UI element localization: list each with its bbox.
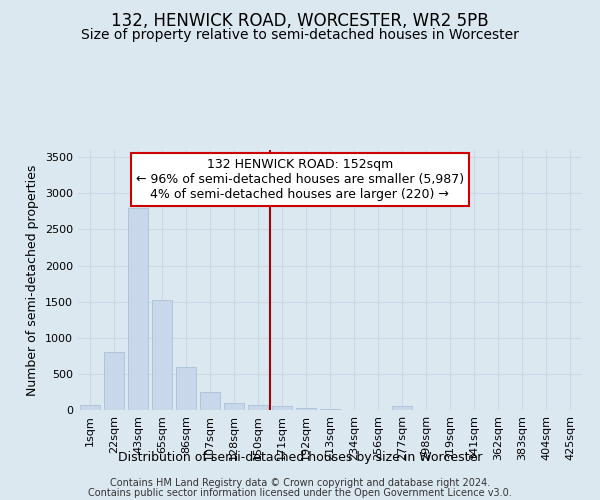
Bar xyxy=(392,406,412,410)
Bar xyxy=(176,366,196,410)
Bar xyxy=(296,408,316,410)
Bar xyxy=(272,406,292,410)
Text: Contains HM Land Registry data © Crown copyright and database right 2024.: Contains HM Land Registry data © Crown c… xyxy=(110,478,490,488)
Text: Size of property relative to semi-detached houses in Worcester: Size of property relative to semi-detach… xyxy=(81,28,519,42)
Bar xyxy=(224,403,244,410)
Bar xyxy=(248,404,268,410)
Bar xyxy=(200,392,220,410)
Text: 132, HENWICK ROAD, WORCESTER, WR2 5PB: 132, HENWICK ROAD, WORCESTER, WR2 5PB xyxy=(111,12,489,30)
Bar xyxy=(104,352,124,410)
Text: 132 HENWICK ROAD: 152sqm
← 96% of semi-detached houses are smaller (5,987)
4% of: 132 HENWICK ROAD: 152sqm ← 96% of semi-d… xyxy=(136,158,464,201)
Bar xyxy=(128,208,148,410)
Bar xyxy=(320,408,340,410)
Bar xyxy=(80,404,100,410)
Y-axis label: Number of semi-detached properties: Number of semi-detached properties xyxy=(26,164,40,396)
Text: Distribution of semi-detached houses by size in Worcester: Distribution of semi-detached houses by … xyxy=(118,451,482,464)
Bar xyxy=(152,300,172,410)
Text: Contains public sector information licensed under the Open Government Licence v3: Contains public sector information licen… xyxy=(88,488,512,498)
